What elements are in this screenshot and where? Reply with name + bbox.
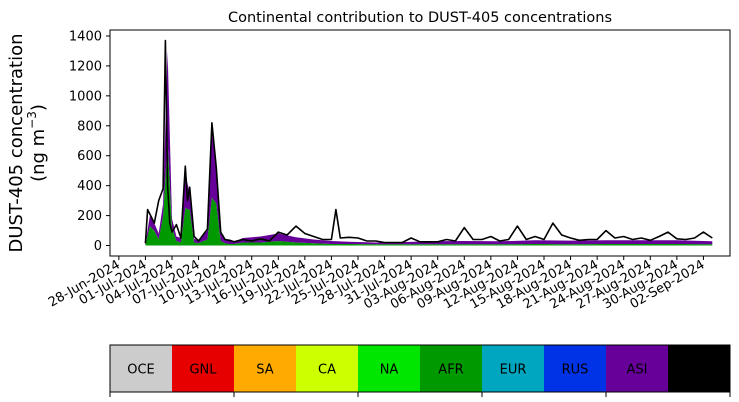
legend-swatch-asi [606, 345, 669, 392]
y-tick-label: 600 [77, 149, 102, 164]
legend-label-oce: OCE [127, 363, 155, 378]
y-tick-label: 400 [77, 179, 102, 194]
y-axis-label-line1: DUST-405 concentration [6, 33, 27, 252]
legend-swatch-oce [110, 345, 173, 392]
legend-swatch-rus [544, 345, 607, 392]
y-axis-label-close: ) [28, 104, 49, 111]
legend-label-rus: RUS [562, 363, 589, 378]
legend-label-asi: ASI [627, 363, 648, 378]
x-axis: 28-Jun-202401-Jul-202404-Jul-202407-Jul-… [46, 256, 707, 313]
legend-swatch-gnl [172, 345, 235, 392]
y-axis-label-exponent: −3 [25, 111, 39, 129]
y-tick-label: 1400 [69, 29, 102, 44]
legend-label-eur: EUR [500, 363, 527, 378]
legend-swatch-sa [234, 345, 297, 392]
legend-swatch-na [358, 345, 421, 392]
legend-label-aus: AUS [686, 363, 713, 378]
plot-frame [109, 29, 731, 257]
y-axis: 0 200 400 600 800 1000 1200 1400 [69, 29, 110, 254]
legend-swatch-afr [420, 345, 483, 392]
y-axis-label-line2: (ng m−3) [25, 104, 49, 182]
legend-swatch-ca [296, 345, 359, 392]
area-series-asi [145, 51, 713, 245]
y-axis-label-unit: (ng m [28, 129, 49, 182]
y-axis-label: DUST-405 concentration (ng m−3) [6, 33, 49, 252]
legend-label-ca: CA [318, 363, 336, 378]
legend-swatch-aus [668, 345, 731, 392]
legend-label-sa: SA [256, 363, 273, 378]
y-tick-label: 200 [77, 209, 102, 224]
y-tick-label: 0 [94, 239, 102, 254]
y-tick-label: 1200 [69, 59, 102, 74]
plot-area [144, 39, 713, 246]
legend-bar: OCE GNL SA CA NA AFR EUR RUS ASI AUS [109, 344, 731, 397]
y-tick-label: 800 [77, 119, 102, 134]
area-series-afr [145, 140, 713, 246]
total-concentration-line [144, 39, 713, 244]
legend-frame [109, 344, 731, 393]
y-tick-label: 1000 [69, 89, 102, 104]
legend-label-afr: AFR [438, 363, 463, 378]
legend-label-gnl: GNL [189, 363, 217, 378]
legend-label-na: NA [380, 363, 399, 378]
chart-title: Continental contribution to DUST-405 con… [228, 10, 612, 26]
legend-swatch-eur [482, 345, 545, 392]
